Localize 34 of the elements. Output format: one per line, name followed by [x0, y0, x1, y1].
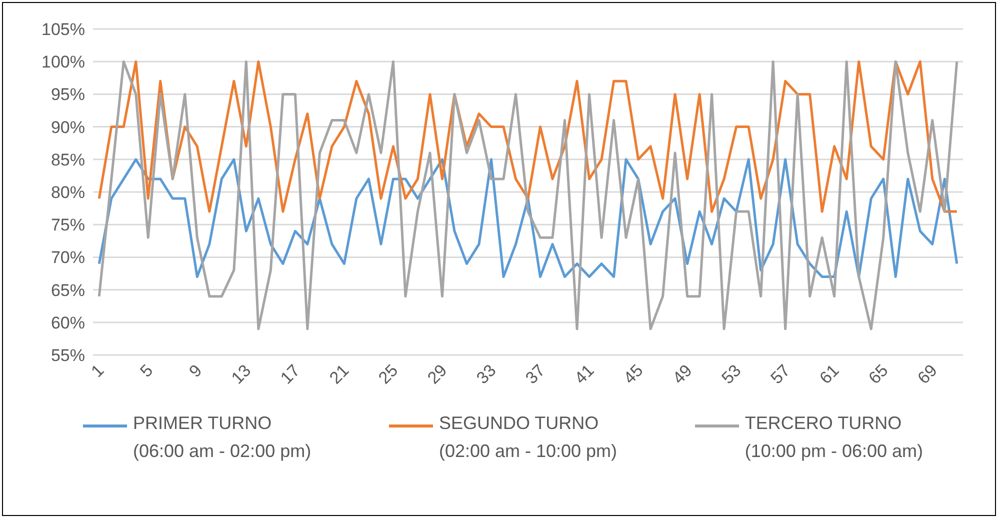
x-tick-label: 69 — [914, 360, 941, 388]
y-tick-label: 105% — [42, 20, 85, 40]
x-tick-label: 17 — [276, 360, 304, 388]
y-tick-label: 60% — [50, 313, 85, 332]
x-tick-label: 37 — [522, 360, 549, 388]
x-tick-label: 53 — [718, 360, 745, 388]
x-tick-label: 45 — [620, 360, 647, 388]
y-tick-label: 55% — [50, 346, 85, 366]
y-tick-label: 100% — [42, 52, 85, 72]
x-tick-label: 13 — [228, 360, 255, 388]
y-tick-label: 70% — [50, 248, 85, 268]
legend-label: SEGUNDO TURNO (02:00 am - 10:00 pm) — [438, 412, 618, 463]
x-tick-label: 25 — [374, 360, 402, 388]
x-tick-label: 61 — [816, 360, 843, 388]
x-tick-label: 41 — [570, 360, 598, 388]
legend-label: PRIMER TURNO (06:00 am - 02:00 pm) — [133, 412, 312, 463]
x-tick-label: 21 — [326, 360, 353, 388]
y-tick-label: 90% — [50, 118, 85, 137]
x-tick-label: 33 — [472, 360, 500, 388]
x-tick-label: 29 — [424, 360, 451, 388]
x-tick-label: 9 — [186, 360, 206, 382]
x-tick-label: 49 — [668, 360, 696, 388]
x-tick-label: 5 — [136, 360, 157, 382]
legend-label: TERCERO TURNO (10:00 pm - 06:00 am) — [744, 412, 923, 463]
y-tick-label: 85% — [50, 150, 85, 170]
y-tick-label: 80% — [50, 183, 85, 202]
y-tick-label: 65% — [50, 280, 85, 300]
x-tick-label: 1 — [87, 360, 108, 382]
x-tick-label: 65 — [865, 360, 892, 388]
line-series — [98, 158, 958, 278]
y-tick-label: 75% — [50, 216, 85, 235]
x-tick-label: 57 — [766, 360, 794, 388]
y-tick-label: 95% — [50, 85, 85, 104]
line-series — [98, 60, 958, 330]
